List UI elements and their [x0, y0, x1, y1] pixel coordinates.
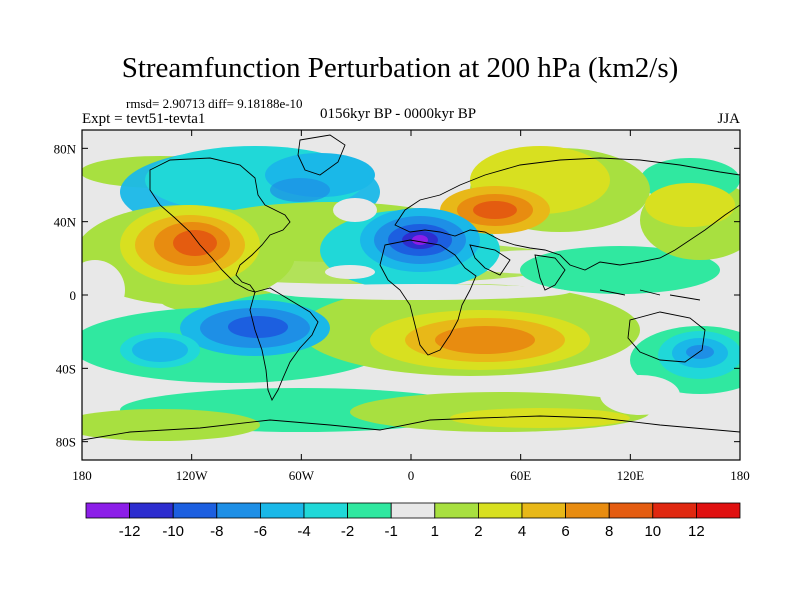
colorbar-label: 10: [644, 523, 661, 540]
coast-africa: [379, 239, 477, 356]
coast-india: [534, 254, 566, 291]
experiment-label: Expt = tevt51-tevta1: [82, 111, 206, 127]
y-tick-label: 0: [70, 288, 77, 303]
colorbar-swatch: [565, 502, 610, 519]
stats-label: rmsd= 2.90713 diff= 9.18188e-10: [126, 96, 303, 111]
x-tick-label: 180: [730, 468, 750, 483]
colorbar-label: -4: [297, 523, 310, 540]
colorbar-label: -1: [385, 523, 398, 540]
colorbar-label: -6: [254, 523, 267, 540]
colorbar-swatch: [434, 502, 479, 519]
coast-indonesia: [599, 289, 701, 301]
coast-greenland: [297, 134, 346, 176]
colorbar-label: -2: [341, 523, 354, 540]
y-tick-label: 40S: [56, 361, 76, 376]
colorbar-swatch: [303, 502, 348, 519]
contour-high-southern-africa: [370, 310, 590, 370]
chart-title: Streamfunction Perturbation at 200 hPa (…: [121, 52, 679, 84]
colorbar-swatch: [608, 502, 654, 519]
colorbar-swatch: [259, 502, 305, 519]
coast-europe-asia: [394, 157, 740, 271]
colorbar-label: -8: [210, 523, 223, 540]
colorbar-swatch: [129, 502, 174, 519]
colorbar-label: -12: [119, 523, 141, 540]
contour-high-north-america: [120, 205, 260, 285]
coast-north-america: [149, 157, 291, 293]
x-tick-label: 60W: [289, 468, 315, 483]
colorbar-swatch: [477, 502, 523, 519]
y-tick-label: 80N: [54, 141, 77, 156]
colorbar-label: 6: [561, 523, 569, 540]
colorbar-label: 8: [605, 523, 613, 540]
coast-antarctica: [82, 415, 740, 441]
colorbar: -12 -10 -8 -6 -4 -2 -1 1 2 4 6 8 10 12: [85, 502, 741, 540]
coast-australia: [627, 311, 706, 363]
coastlines: [82, 134, 740, 441]
contour-low-australia: [658, 331, 740, 379]
coast-south-america: [249, 287, 319, 402]
y-tick-label: 40N: [54, 215, 77, 230]
colorbar-label: 1: [431, 523, 439, 540]
colorbar-swatch: [390, 502, 436, 519]
contour-band-neutral: [82, 198, 680, 415]
colorbar-swatch: [696, 502, 741, 519]
contour-low-south-pacific: [120, 332, 200, 368]
coast-arabia: [469, 244, 511, 276]
contour-low-south-america: [180, 300, 330, 356]
colorbar-swatch: [652, 502, 697, 519]
colorbar-swatch: [216, 502, 261, 519]
colorbar-swatch: [521, 502, 566, 519]
x-tick-label: 120E: [617, 468, 645, 483]
y-tick-label: 80S: [56, 435, 76, 450]
colorbar-swatch: [85, 502, 130, 519]
axis-ticks: 180 120W 60W 0 60E 120E 180 80N 40N 0 40S 80S: [54, 130, 750, 483]
x-tick-label: 0: [408, 468, 415, 483]
contour-low-mediterranean: [360, 208, 480, 272]
x-tick-label: 60E: [510, 468, 531, 483]
season-label: JJA: [717, 111, 740, 127]
colorbar-label: 2: [474, 523, 482, 540]
map-area: [82, 130, 740, 460]
x-tick-label: 120W: [176, 468, 209, 483]
colorbar-label: -10: [162, 523, 184, 540]
colorbar-swatch: [347, 502, 392, 519]
x-tick-label: 180: [72, 468, 92, 483]
period-label: 0156kyr BP - 0000kyr BP: [320, 106, 477, 122]
colorbar-label: 12: [688, 523, 705, 540]
colorbar-label: 4: [518, 523, 526, 540]
colorbar-swatch: [172, 502, 218, 519]
